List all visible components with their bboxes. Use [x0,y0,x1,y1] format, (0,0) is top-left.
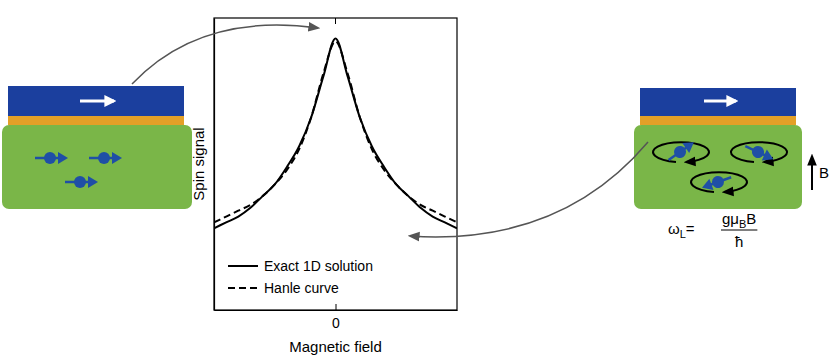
pointer-arrow [132,25,318,84]
left-schematic [2,86,192,209]
barrier [640,116,796,125]
formula-part: B [746,210,756,227]
pointer-arrow [410,142,648,237]
x-axis: 0 [215,304,458,331]
formula-denominator: ħ [735,233,743,250]
right-schematic: B [634,88,829,209]
plot-area [214,38,457,228]
field-label: B [819,164,829,181]
spin [35,152,68,164]
legend-label: Exact 1D solution [264,258,373,274]
y-axis-title: Spin signal [190,127,207,200]
plot-frame [214,18,457,310]
x-tick-label: 0 [332,315,340,331]
x-tick-mark-top [335,18,336,24]
spin [65,176,98,188]
barrier [8,116,184,125]
formula-bar [721,230,757,231]
legend-swatch [228,287,258,289]
y-axis [214,19,215,311]
channel [634,125,802,209]
legend-label: Hanle curve [264,280,339,296]
formula-numerator: gμBB [722,210,756,230]
precessing-spin [731,141,787,165]
formula-subscript: B [739,218,746,230]
ferromagnet [640,88,796,116]
formula-equals: = [686,220,695,237]
channel [2,125,192,209]
figure: 0 Magnetic field Spin signal Exact 1D solut… [0,0,834,360]
legend-swatch [228,265,258,267]
ferromagnet [8,86,184,116]
formula-symbol: ω [668,220,680,237]
precessing-spin [691,172,747,194]
x-axis-line [215,310,458,311]
precessing-spin [653,137,709,165]
formula-lhs: ωL= [668,220,695,240]
x-tick: 0 [332,304,340,331]
x-axis-title: Magnetic field [289,338,382,355]
magnetization-arrow [704,100,736,103]
y-axis-line [214,19,215,311]
spin [89,152,122,164]
legend: Exact 1D solution Hanle curve [228,258,373,296]
series-line [214,41,457,222]
field-arrow [811,156,813,190]
magnetization-arrow [80,100,114,103]
series-line [214,38,457,228]
larmor-formula: ωL=gμBBħ [668,210,757,250]
x-tick-mark [336,304,337,310]
formula-part: gμ [722,210,739,227]
